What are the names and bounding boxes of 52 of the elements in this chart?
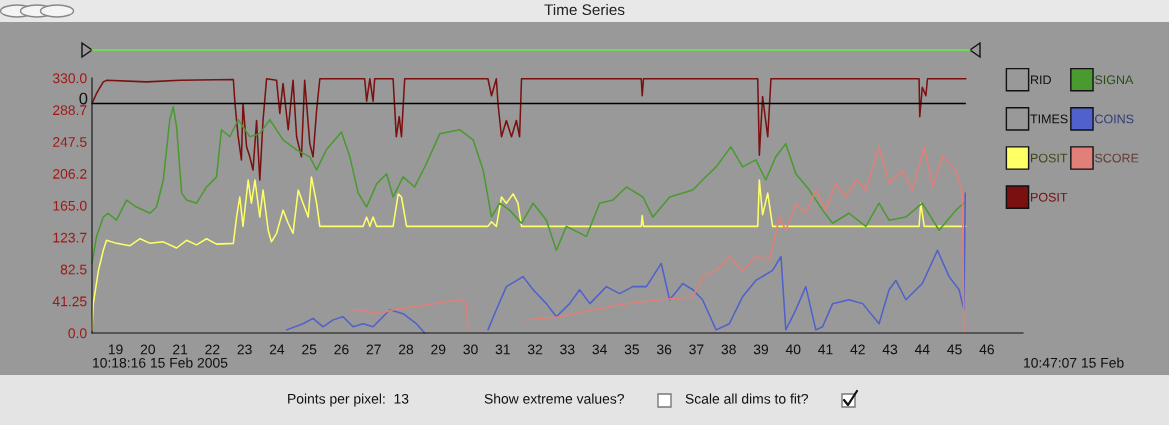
x-tick-label: 23 xyxy=(237,344,252,355)
legend-label: COINS xyxy=(1095,114,1134,124)
y-tick-label: 330.0 xyxy=(52,73,87,84)
text: 10:18:16 15 Feb 2005 xyxy=(93,357,228,368)
legend-label: TIMES xyxy=(1030,114,1068,124)
x-tick-label: 40 xyxy=(785,344,801,355)
x-tick-label: 31 xyxy=(495,344,510,355)
text: Scale all dims to fit? xyxy=(685,393,808,404)
legend-label: SCORE xyxy=(1095,153,1139,163)
x-tick-label: 46 xyxy=(979,344,994,355)
x-tick-label: 25 xyxy=(302,344,317,355)
x-tick-label: 39 xyxy=(753,344,769,355)
x-tick-label: 42 xyxy=(850,344,865,355)
x-tick-label: 30 xyxy=(463,344,478,355)
x-tick-label: 38 xyxy=(721,344,736,355)
x-tick-label: 43 xyxy=(882,344,898,355)
legend-label: SIGNA xyxy=(1095,75,1134,85)
y-tick-label: 288.7 xyxy=(53,105,87,116)
x-tick-label: 36 xyxy=(656,344,672,355)
x-tick-label: 21 xyxy=(173,344,188,355)
x-tick-label: 20 xyxy=(140,344,156,355)
y-tick-label: 206.2 xyxy=(53,168,87,179)
x-tick-label: 26 xyxy=(334,344,349,355)
y-tick-label: 247.5 xyxy=(53,137,87,147)
x-tick-label: 32 xyxy=(527,344,543,355)
text: 10:47:07 15 Feb xyxy=(1024,357,1124,368)
x-tick-label: 19 xyxy=(108,344,123,355)
x-tick-label: 33 xyxy=(560,344,575,355)
text: Points per pixel: 13 xyxy=(288,393,409,407)
text: Show extreme values? xyxy=(484,393,624,404)
x-tick-label: 37 xyxy=(689,344,704,355)
x-tick-label: 45 xyxy=(947,344,962,355)
x-tick-label: 29 xyxy=(431,344,446,355)
x-tick-label: 41 xyxy=(818,344,833,355)
x-tick-label: 35 xyxy=(624,344,640,355)
x-tick-label: 34 xyxy=(592,344,607,355)
y-tick-label: 165.0 xyxy=(53,200,87,211)
x-tick-label: 22 xyxy=(205,344,220,355)
y-tick-label: 123.7 xyxy=(53,232,87,243)
chart-title: Time Series xyxy=(544,3,625,16)
legend-label: POSIT xyxy=(1031,153,1068,163)
line-series xyxy=(91,78,967,181)
x-tick-label: 24 xyxy=(269,344,285,355)
y-tick-label: 41.25 xyxy=(52,296,87,307)
x-tick-label: 27 xyxy=(366,344,381,355)
y-tick-label: 0.0 xyxy=(68,328,87,339)
legend-label: RID xyxy=(1031,75,1051,85)
x-tick-label: 44 xyxy=(914,344,930,355)
legend-label: POSIT xyxy=(1031,192,1068,202)
y-tick-label: 82.5 xyxy=(60,264,87,275)
text: 0 xyxy=(79,92,88,105)
x-tick-label: 28 xyxy=(398,344,414,355)
